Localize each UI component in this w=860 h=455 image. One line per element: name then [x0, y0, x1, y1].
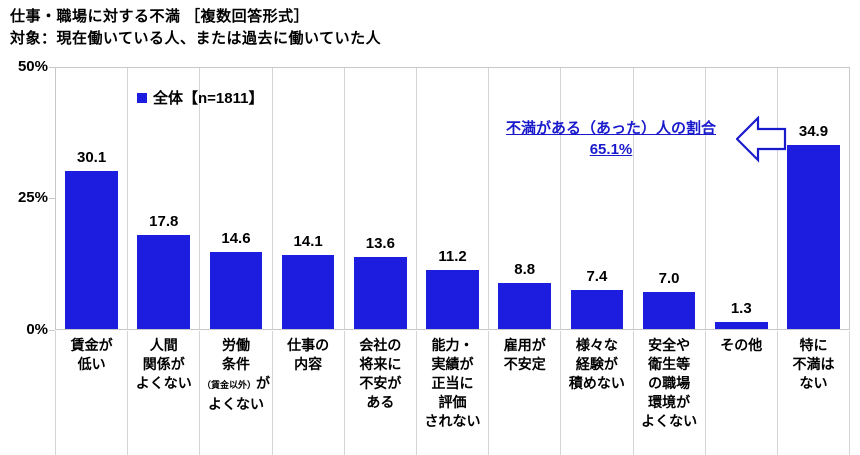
legend: 全体【n=1811】 — [137, 87, 263, 108]
bar-column: 13.6 — [345, 68, 417, 329]
annotation-value: 65.1% — [589, 141, 633, 158]
left-arrow-icon — [736, 116, 787, 163]
bar-column: 30.1 — [56, 68, 129, 329]
bar-value-label: 13.6 — [365, 235, 395, 252]
bar — [281, 255, 335, 329]
bar — [714, 322, 768, 329]
category-label: 賃金が 低い — [56, 331, 129, 455]
y-axis-tick-label-50: 50% — [17, 58, 48, 75]
y-axis-tick-mark — [49, 330, 55, 331]
y-axis-tick-label-25: 25% — [17, 189, 48, 206]
chart-title: 仕事・職場に対する不満 ［複数回答形式］ — [10, 8, 310, 25]
category-label: 労働 条件 （賃金以外）が よくない — [200, 331, 273, 455]
bar-column: 7.0 — [634, 68, 706, 329]
bar-column: 14.6 — [200, 68, 273, 329]
bar-value-label: 30.1 — [76, 149, 107, 166]
chart-header: 仕事・職場に対する不満 ［複数回答形式］ 対象：現在働いている人、または過去に働… — [10, 6, 381, 50]
bar-column: 11.2 — [417, 68, 490, 329]
bar — [642, 292, 696, 329]
category-axis-labels: 賃金が 低い 人間 関係が よくない 労働 条件 （賃金以外）が よくない 仕事の 内容 会社の 将来に… — [55, 331, 850, 455]
bar-value-label: 11.2 — [438, 248, 467, 265]
chart-subtitle: 対象：現在働いている人、または過去に働いていた人 — [10, 30, 382, 47]
bar-value-label: 7.0 — [658, 270, 680, 287]
legend-label: 全体【n=1811】 — [153, 90, 264, 107]
bar-value-label: 34.9 — [798, 123, 829, 140]
annotation-title: 不満がある（あった）人の割合 — [505, 120, 716, 137]
bar-column: 1.3 — [706, 68, 778, 329]
y-axis-tick-mark — [49, 67, 55, 68]
category-label: 能力・ 実績が 正当に 評価 されない — [417, 331, 490, 455]
bar — [354, 257, 407, 329]
annotation: 不満がある（あった）人の割合 65.1% — [483, 119, 739, 160]
category-label: 様々な 経験が 積めない — [561, 331, 634, 455]
bar-column: 34.9 — [778, 68, 849, 329]
bar-value-label: 14.6 — [221, 230, 251, 247]
bar-value-label: 14.1 — [293, 233, 323, 250]
y-axis-tick-mark — [49, 198, 55, 199]
bar — [498, 283, 552, 329]
category-label: 人間 関係が よくない — [128, 331, 201, 455]
bar-column: 14.1 — [273, 68, 345, 329]
category-label: その他 — [706, 331, 778, 455]
category-label: 会社の 将来に 不安が ある — [345, 331, 417, 455]
category-label: 雇用が 不安定 — [489, 331, 562, 455]
bar-value-label: 1.3 — [730, 300, 752, 317]
bar-value-label: 7.4 — [586, 268, 608, 285]
plot-area: 30.1 17.8 14.6 14.1 13.6 11.2 8.8 7.4 7.0 1.3 34.9 — [55, 67, 850, 330]
bar-column: 8.8 — [489, 68, 562, 329]
bar — [65, 171, 118, 329]
category-label: 安全や 衛生等 の職場 環境が よくない — [634, 331, 706, 455]
bar — [209, 252, 263, 329]
bar — [787, 145, 840, 329]
bar-value-label: 8.8 — [514, 261, 536, 278]
y-axis-tick-label-0: 0% — [26, 321, 48, 338]
bar — [426, 270, 479, 329]
bar-value-label: 17.8 — [149, 213, 179, 230]
bar-column: 17.8 — [128, 68, 201, 329]
bar — [137, 235, 191, 329]
bar — [570, 290, 624, 329]
bar-column: 7.4 — [561, 68, 634, 329]
category-label: 仕事の 内容 — [273, 331, 345, 455]
legend-swatch-icon — [137, 92, 147, 103]
category-label: 特に 不満は ない — [792, 337, 835, 391]
